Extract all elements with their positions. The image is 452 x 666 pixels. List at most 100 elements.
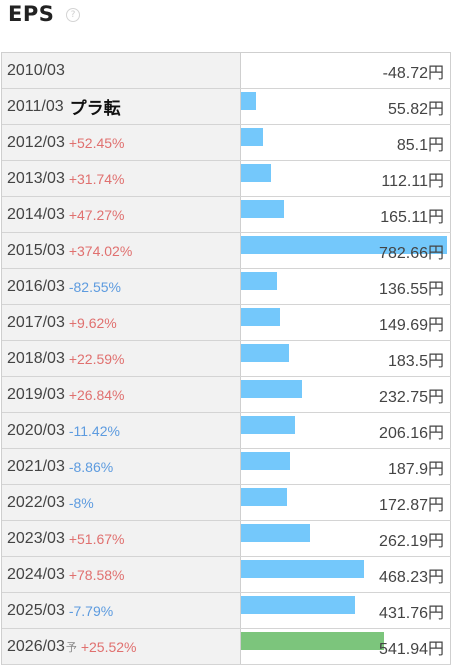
table-row: 2026/03 予 +25.52% 541.94円 xyxy=(2,629,451,665)
eps-value-cell: 468.23円 xyxy=(241,557,451,592)
fiscal-year: 2025/03 xyxy=(7,601,65,619)
year-cell: 2025/03 -7.79% xyxy=(2,593,241,628)
year-cell: 2022/03 -8% xyxy=(2,485,241,520)
table-row: 2018/03 +22.59% 183.5円 xyxy=(2,341,451,377)
eps-value-cell: -48.72円 xyxy=(241,53,451,88)
eps-value: 782.66円 xyxy=(379,245,444,262)
table-row: 2012/03 +52.45% 85.1円 xyxy=(2,125,451,161)
eps-value: 206.16円 xyxy=(379,425,444,442)
eps-value-cell: 85.1円 xyxy=(241,125,451,160)
eps-value-cell: 183.5円 xyxy=(241,341,451,376)
section-header: EPS ? xyxy=(0,0,452,52)
eps-value-cell: 541.94円 xyxy=(241,629,451,664)
fiscal-year: 2010/03 xyxy=(7,61,65,79)
yoy-change: +26.84% xyxy=(68,386,125,403)
eps-bar xyxy=(241,92,256,110)
fiscal-year: 2020/03 xyxy=(7,421,65,439)
eps-value: 262.19円 xyxy=(379,533,444,550)
year-cell: 2018/03 +22.59% xyxy=(2,341,241,376)
eps-value: 112.11円 xyxy=(381,173,444,190)
eps-bar xyxy=(241,236,447,254)
eps-bar xyxy=(241,272,277,290)
year-cell: 2017/03 +9.62% xyxy=(2,305,241,340)
eps-value-cell: 206.16円 xyxy=(241,413,451,448)
year-cell: 2016/03 -82.55% xyxy=(2,269,241,304)
yoy-change: +47.27% xyxy=(68,206,125,223)
fiscal-year: 2018/03 xyxy=(7,349,65,367)
yoy-change: +374.02% xyxy=(68,242,133,259)
help-icon[interactable]: ? xyxy=(66,8,80,22)
year-cell: 2020/03 -11.42% xyxy=(2,413,241,448)
section-title: EPS xyxy=(8,2,55,26)
year-cell: 2026/03 予 +25.52% xyxy=(2,629,241,664)
fiscal-year: 2015/03 xyxy=(7,241,65,259)
eps-value-cell: 136.55円 xyxy=(241,269,451,304)
eps-value-cell: 431.76円 xyxy=(241,593,451,628)
yoy-change: -11.42% xyxy=(68,422,120,439)
fiscal-year: 2022/03 xyxy=(7,493,65,511)
eps-value-cell: 55.82円 xyxy=(241,89,451,124)
yoy-change: +51.67% xyxy=(68,530,125,547)
year-cell: 2023/03 +51.67% xyxy=(2,521,241,556)
yoy-change: +9.62% xyxy=(68,314,117,331)
fiscal-year: 2026/03 xyxy=(7,637,65,655)
table-row: 2023/03 +51.67% 262.19円 xyxy=(2,521,451,557)
table-row: 2014/03 +47.27% 165.11円 xyxy=(2,197,451,233)
eps-forecast-bar xyxy=(241,632,384,650)
table-row: 2015/03 +374.02% 782.66円 xyxy=(2,233,451,269)
eps-value: -48.72円 xyxy=(382,65,444,82)
eps-value-cell: 112.11円 xyxy=(241,161,451,196)
fiscal-year: 2024/03 xyxy=(7,565,65,583)
yoy-change: -82.55% xyxy=(68,278,121,295)
eps-value-cell: 232.75円 xyxy=(241,377,451,412)
eps-value-cell: 262.19円 xyxy=(241,521,451,556)
fiscal-year: 2017/03 xyxy=(7,313,65,331)
eps-value: 468.23円 xyxy=(379,569,444,586)
year-cell: 2011/03 プラ転 xyxy=(2,89,241,124)
yoy-change: +25.52% xyxy=(80,638,137,655)
eps-bar xyxy=(241,524,310,542)
eps-value-cell: 782.66円 xyxy=(241,233,451,268)
year-cell: 2010/03 xyxy=(2,53,241,88)
eps-value: 172.87円 xyxy=(379,497,444,514)
year-cell: 2013/03 +31.74% xyxy=(2,161,241,196)
fiscal-year: 2013/03 xyxy=(7,169,65,187)
eps-bar xyxy=(241,596,355,614)
yoy-change: -7.79% xyxy=(68,602,114,619)
table-row: 2013/03 +31.74% 112.11円 xyxy=(2,161,451,197)
table-row: 2011/03 プラ転 55.82円 xyxy=(2,89,451,125)
fiscal-year: 2014/03 xyxy=(7,205,65,223)
yoy-change: +22.59% xyxy=(68,350,125,367)
eps-value: 165.11円 xyxy=(380,209,444,226)
eps-value: 136.55円 xyxy=(379,281,444,298)
eps-value: 149.69円 xyxy=(379,317,444,334)
eps-bar xyxy=(241,200,284,218)
fiscal-year: 2021/03 xyxy=(7,457,65,475)
eps-bar xyxy=(241,308,280,326)
year-cell: 2019/03 +26.84% xyxy=(2,377,241,412)
eps-value: 541.94円 xyxy=(379,641,444,658)
yoy-change: -8.86% xyxy=(68,458,114,475)
table-row: 2017/03 +9.62% 149.69円 xyxy=(2,305,451,341)
year-cell: 2024/03 +78.58% xyxy=(2,557,241,592)
yoy-change: +78.58% xyxy=(68,566,125,583)
eps-bar xyxy=(241,416,295,434)
eps-value: 431.76円 xyxy=(379,605,444,622)
eps-value-cell: 187.9円 xyxy=(241,449,451,484)
fiscal-year: 2019/03 xyxy=(7,385,65,403)
table-row: 2020/03 -11.42% 206.16円 xyxy=(2,413,451,449)
yoy-change: -8% xyxy=(68,494,94,511)
eps-value: 55.82円 xyxy=(387,101,444,118)
eps-bar xyxy=(241,488,287,506)
eps-value: 232.75円 xyxy=(379,389,444,406)
table-row: 2022/03 -8% 172.87円 xyxy=(2,485,451,521)
eps-table: 2010/03 -48.72円 2011/03 プラ転 55.82円 2012/03 +52… xyxy=(1,52,451,665)
eps-value: 85.1円 xyxy=(396,137,444,154)
fiscal-year: 2012/03 xyxy=(7,133,65,151)
yoy-change: プラ転 xyxy=(69,99,121,118)
table-row: 2016/03 -82.55% 136.55円 xyxy=(2,269,451,305)
fiscal-year: 2011/03 xyxy=(7,97,64,115)
eps-bar xyxy=(241,164,271,182)
eps-bar xyxy=(241,560,364,578)
eps-value-cell: 165.11円 xyxy=(241,197,451,232)
